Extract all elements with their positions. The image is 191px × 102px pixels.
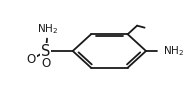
Text: NH$_2$: NH$_2$ (37, 22, 58, 36)
Text: O: O (42, 57, 51, 70)
Text: S: S (41, 43, 50, 59)
Text: O: O (27, 53, 36, 66)
Text: NH$_2$: NH$_2$ (163, 44, 184, 58)
